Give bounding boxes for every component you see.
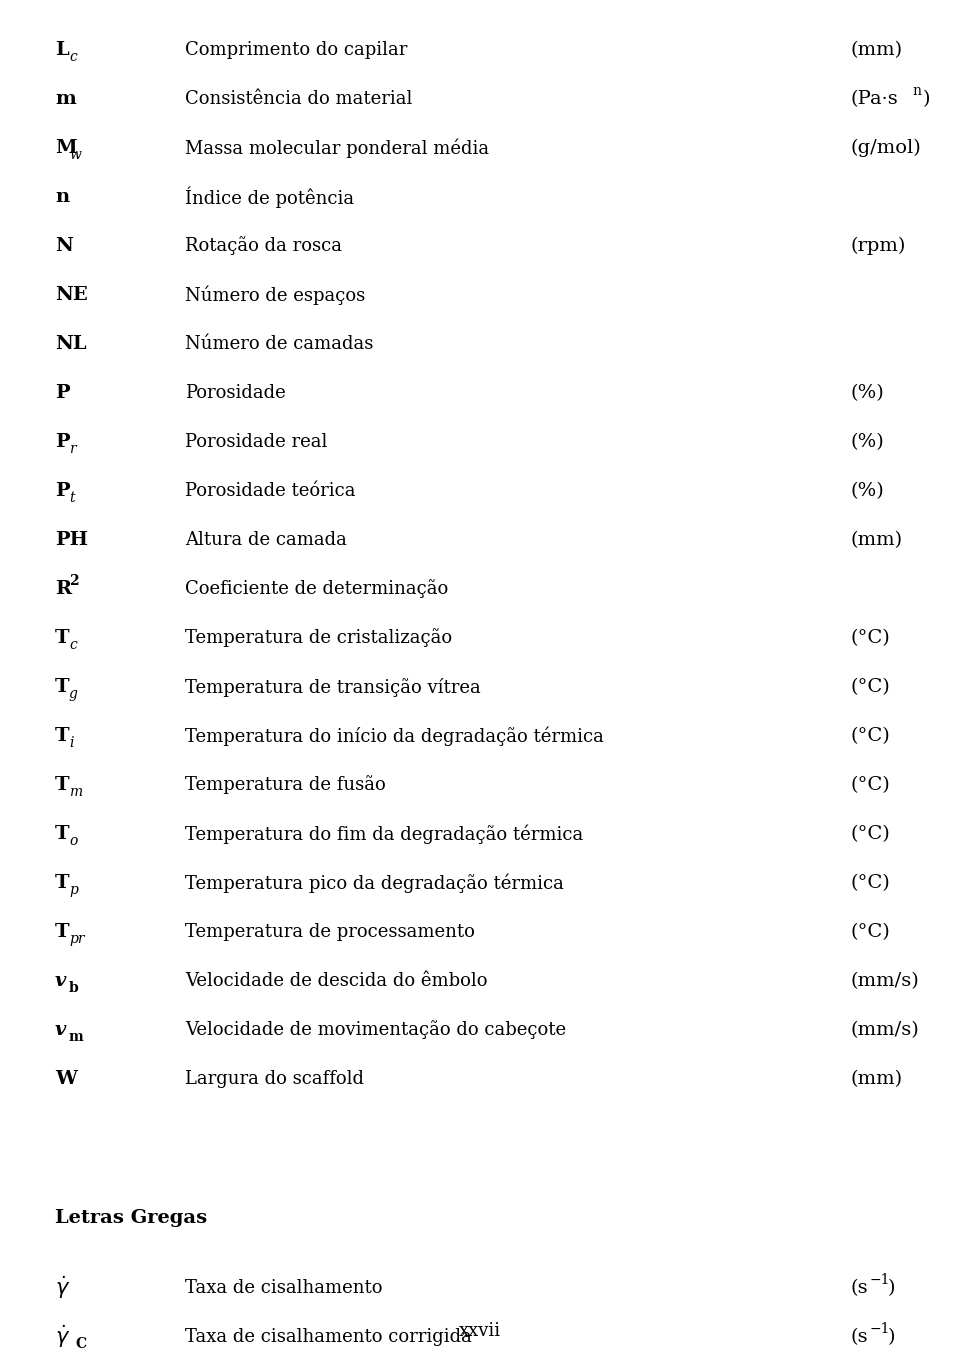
Text: (%): (%): [850, 384, 884, 401]
Text: Largura do scaffold: Largura do scaffold: [185, 1070, 364, 1088]
Text: C: C: [75, 1337, 86, 1351]
Text: 2: 2: [69, 574, 79, 588]
Text: P: P: [55, 384, 70, 401]
Text: m: m: [69, 1030, 84, 1044]
Text: Temperatura do início da degradação térmica: Temperatura do início da degradação térm…: [185, 726, 604, 745]
Text: i: i: [69, 736, 74, 749]
Text: ): ): [923, 90, 930, 108]
Text: T: T: [55, 825, 70, 843]
Text: Velocidade de descida do êmbolo: Velocidade de descida do êmbolo: [185, 971, 488, 991]
Text: v: v: [55, 971, 66, 991]
Text: (°C): (°C): [850, 775, 890, 795]
Text: T: T: [55, 923, 70, 941]
Text: (%): (%): [850, 433, 884, 451]
Text: ): ): [888, 1280, 896, 1297]
Text: (s: (s: [850, 1328, 868, 1345]
Text: P: P: [55, 482, 70, 500]
Text: −1: −1: [870, 1273, 891, 1286]
Text: Número de camadas: Número de camadas: [185, 336, 373, 353]
Text: (s: (s: [850, 1280, 868, 1297]
Text: (%): (%): [850, 482, 884, 500]
Text: Taxa de cisalhamento: Taxa de cisalhamento: [185, 1280, 382, 1297]
Text: Temperatura do fim da degradação térmica: Temperatura do fim da degradação térmica: [185, 825, 584, 844]
Text: v: v: [55, 1021, 66, 1038]
Text: pr: pr: [69, 932, 84, 947]
Text: (mm): (mm): [850, 532, 902, 549]
Text: (°C): (°C): [850, 923, 890, 941]
Text: w: w: [69, 148, 81, 162]
Text: W: W: [55, 1070, 77, 1088]
Text: g: g: [69, 686, 78, 701]
Text: Rotação da rosca: Rotação da rosca: [185, 237, 342, 255]
Text: (rpm): (rpm): [850, 237, 905, 255]
Text: n: n: [55, 188, 69, 206]
Text: N: N: [55, 237, 73, 255]
Text: L: L: [55, 41, 68, 59]
Text: (g/mol): (g/mol): [850, 138, 921, 158]
Text: Coeficiente de determinação: Coeficiente de determinação: [185, 580, 448, 599]
Text: Altura de camada: Altura de camada: [185, 532, 347, 549]
Text: T: T: [55, 874, 70, 892]
Text: PH: PH: [55, 532, 88, 549]
Text: Velocidade de movimentação do cabeçote: Velocidade de movimentação do cabeçote: [185, 1021, 566, 1040]
Text: m: m: [69, 785, 83, 799]
Text: (°C): (°C): [850, 678, 890, 696]
Text: Temperatura de processamento: Temperatura de processamento: [185, 923, 475, 941]
Text: (mm/s): (mm/s): [850, 1021, 919, 1038]
Text: r: r: [69, 443, 76, 456]
Text: Porosidade teórica: Porosidade teórica: [185, 482, 355, 500]
Text: Porosidade real: Porosidade real: [185, 433, 327, 451]
Text: Temperatura de fusão: Temperatura de fusão: [185, 775, 386, 795]
Text: T: T: [55, 678, 70, 696]
Text: $\dot{\gamma}$: $\dot{\gamma}$: [55, 1274, 70, 1302]
Text: (°C): (°C): [850, 874, 890, 892]
Text: xxvii: xxvii: [459, 1322, 501, 1340]
Text: n: n: [912, 84, 921, 99]
Text: Temperatura pico da degradação térmica: Temperatura pico da degradação térmica: [185, 873, 564, 893]
Text: c: c: [69, 638, 77, 652]
Text: Temperatura de transição vítrea: Temperatura de transição vítrea: [185, 678, 481, 696]
Text: (mm): (mm): [850, 1070, 902, 1088]
Text: Porosidade: Porosidade: [185, 384, 286, 401]
Text: M: M: [55, 138, 77, 158]
Text: Comprimento do capilar: Comprimento do capilar: [185, 41, 407, 59]
Text: (°C): (°C): [850, 629, 890, 647]
Text: R: R: [55, 580, 71, 597]
Text: Massa molecular ponderal média: Massa molecular ponderal média: [185, 138, 490, 158]
Text: (°C): (°C): [850, 825, 890, 843]
Text: Consistência do material: Consistência do material: [185, 90, 413, 108]
Text: Índice de potência: Índice de potência: [185, 186, 354, 208]
Text: (°C): (°C): [850, 727, 890, 745]
Text: T: T: [55, 775, 70, 795]
Text: Letras Gregas: Letras Gregas: [55, 1208, 207, 1228]
Text: m: m: [55, 90, 76, 108]
Text: −1: −1: [870, 1322, 891, 1336]
Text: o: o: [69, 834, 78, 848]
Text: P: P: [55, 433, 70, 451]
Text: T: T: [55, 629, 70, 647]
Text: (Pa·s: (Pa·s: [850, 90, 898, 108]
Text: Taxa de cisalhamento corrigida: Taxa de cisalhamento corrigida: [185, 1328, 472, 1345]
Text: Número de espaços: Número de espaços: [185, 285, 365, 304]
Text: b: b: [69, 981, 79, 995]
Text: (mm): (mm): [850, 41, 902, 59]
Text: $\dot{\gamma}$: $\dot{\gamma}$: [55, 1323, 70, 1351]
Text: c: c: [69, 49, 77, 64]
Text: NL: NL: [55, 336, 86, 353]
Text: t: t: [69, 490, 75, 506]
Text: NE: NE: [55, 286, 87, 304]
Text: Temperatura de cristalização: Temperatura de cristalização: [185, 629, 452, 648]
Text: T: T: [55, 727, 70, 745]
Text: ): ): [888, 1328, 896, 1345]
Text: p: p: [69, 884, 78, 897]
Text: (mm/s): (mm/s): [850, 971, 919, 991]
